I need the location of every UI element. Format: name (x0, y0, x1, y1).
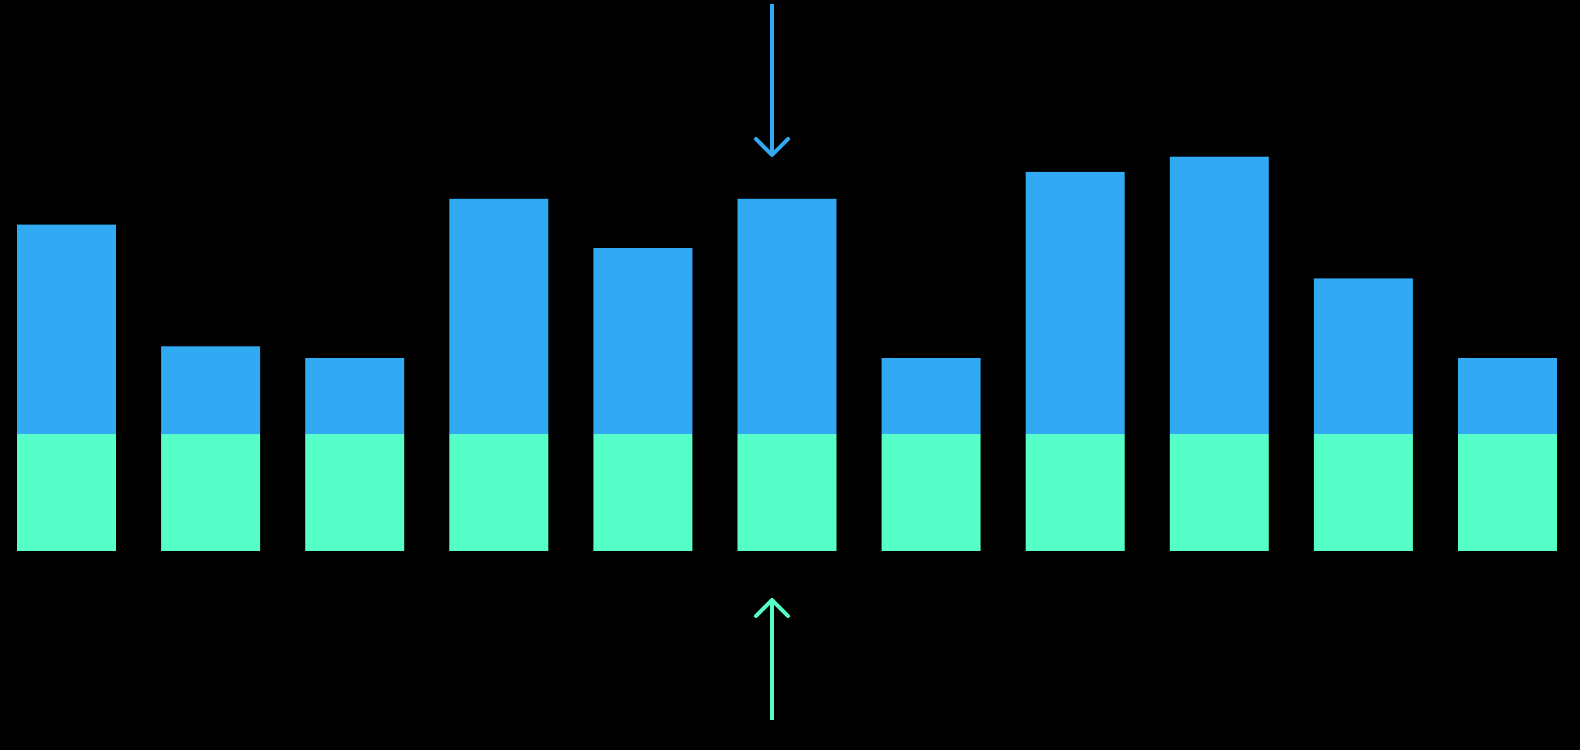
bar-group-7 (881, 358, 981, 551)
bar-segment-upper-1 (17, 224, 116, 434)
bar-group-4 (449, 198, 549, 551)
bar-segment-lower-5 (593, 434, 693, 551)
bar-group-11 (1458, 358, 1557, 551)
bar-group-8 (1025, 171, 1125, 551)
bar-segment-upper-4 (449, 198, 549, 434)
bar-segment-lower-9 (1169, 434, 1269, 551)
bar-segment-upper-8 (1025, 171, 1125, 434)
bar-segment-lower-6 (737, 434, 837, 551)
bar-group-2 (161, 346, 261, 551)
bar-segment-upper-6 (737, 198, 837, 434)
bar-segment-lower-3 (305, 434, 405, 551)
annotation-arrows (754, 4, 790, 720)
bar-segment-lower-7 (881, 434, 981, 551)
arrow-down-icon (754, 4, 790, 157)
bar-segment-upper-3 (305, 358, 405, 434)
bar-segment-upper-7 (881, 358, 981, 434)
bar-segment-lower-10 (1313, 434, 1413, 551)
bar-group-1 (17, 224, 116, 551)
bar-group-10 (1313, 278, 1413, 551)
bar-segment-upper-10 (1313, 278, 1413, 434)
arrow-up-head (754, 598, 790, 618)
bar-group-6 (737, 198, 837, 551)
bar-segment-lower-1 (17, 434, 116, 551)
arrow-up-icon (754, 598, 790, 720)
bar-segment-lower-4 (449, 434, 549, 551)
bar-segment-lower-11 (1458, 434, 1557, 551)
bar-segment-upper-11 (1458, 358, 1557, 434)
bar-group-3 (305, 358, 405, 551)
bar-group-5 (593, 248, 693, 551)
arrow-down-head (754, 137, 790, 157)
bar-segment-upper-9 (1169, 156, 1269, 434)
bar-group-9 (1169, 156, 1269, 551)
bars-layer (17, 156, 1557, 551)
bar-segment-upper-2 (161, 346, 261, 435)
bar-segment-lower-2 (161, 434, 261, 551)
bar-segment-upper-5 (593, 248, 693, 434)
bar-segment-lower-8 (1025, 434, 1125, 551)
